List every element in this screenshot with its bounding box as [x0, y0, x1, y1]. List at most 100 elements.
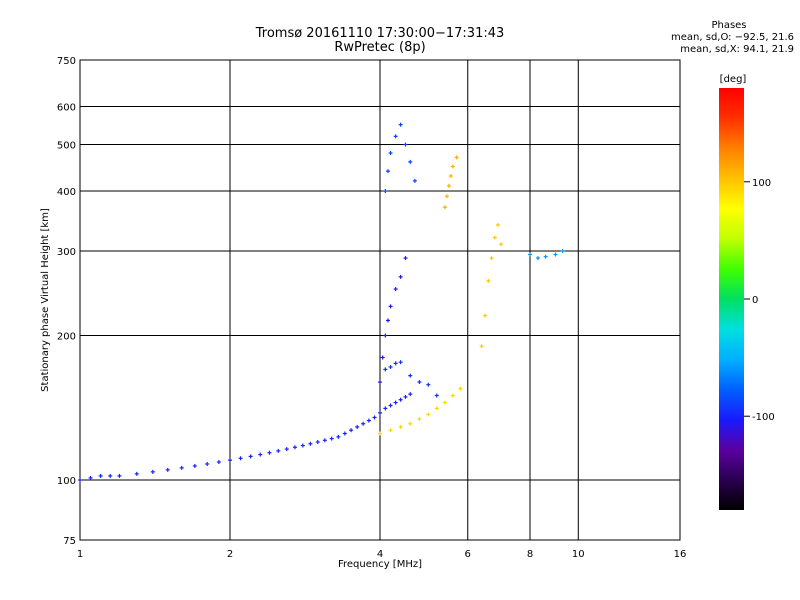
data-point — [495, 222, 500, 227]
data-point — [403, 256, 408, 261]
data-point — [361, 421, 366, 426]
data-point — [398, 122, 403, 127]
data-point — [238, 456, 243, 461]
x-axis-title: Frequency [MHz] — [338, 559, 422, 570]
data-point — [393, 134, 398, 139]
data-point — [385, 169, 390, 174]
data-point — [383, 189, 388, 194]
data-point — [479, 344, 484, 349]
data-point — [378, 431, 382, 436]
chart-subtitle: RwPretec (8p) — [334, 40, 426, 55]
chart-title: Tromsø 20161110 17:30:00−17:31:43 — [255, 26, 505, 41]
y-tick-label: 400 — [57, 187, 76, 198]
data-point — [388, 364, 393, 369]
data-point — [192, 463, 197, 468]
x-tick-label: 16 — [674, 549, 687, 560]
data-point — [417, 380, 422, 385]
data-point — [228, 458, 232, 463]
data-point — [248, 454, 253, 459]
x-tick-label: 2 — [227, 549, 233, 560]
data-point — [205, 461, 210, 466]
y-tick-label: 750 — [57, 56, 76, 67]
data-point — [434, 406, 439, 411]
data-point — [292, 445, 297, 450]
data-point — [398, 360, 403, 365]
data-point — [276, 448, 281, 453]
y-tick-label: 600 — [57, 103, 76, 114]
data-point — [560, 249, 565, 254]
data-point — [398, 424, 403, 429]
x-tick-label: 4 — [377, 549, 383, 560]
y-tick-label: 300 — [57, 247, 76, 258]
data-point — [393, 361, 398, 366]
colorbar-tick-label: -100 — [752, 412, 775, 423]
data-point — [388, 403, 393, 408]
data-point — [444, 194, 449, 199]
data-point — [489, 256, 494, 261]
data-point — [380, 355, 385, 360]
colorbar-tick-label: 100 — [752, 178, 771, 189]
y-axis-title: Stationary phase Virtual Height [km] — [40, 208, 51, 392]
x-tick-label: 6 — [465, 549, 471, 560]
data-point — [329, 436, 334, 441]
data-point — [355, 424, 360, 429]
phase-stats-o: mean, sd,O: −92.5, 21.6 — [671, 32, 794, 43]
phase-stats-x: mean, sd,X: 94.1, 21.9 — [680, 44, 794, 55]
data-point — [388, 304, 393, 309]
data-point — [383, 333, 388, 338]
data-point — [446, 183, 451, 188]
data-point — [528, 252, 532, 257]
data-point — [553, 252, 558, 257]
phase-stats: Phases mean, sd,O: −92.5, 21.6 mean, sd,… — [604, 20, 794, 56]
data-point — [165, 467, 170, 472]
data-point — [267, 450, 272, 455]
data-point — [378, 410, 382, 415]
data-point — [426, 382, 431, 387]
axis-ticks: 1 2 4 6 8 10 16 75 100 200 300 400 500 600 750 — [57, 56, 686, 560]
data-point — [483, 313, 488, 318]
data-point — [434, 393, 439, 398]
data-point — [385, 318, 390, 323]
y-tick-label: 75 — [63, 536, 76, 547]
data-point — [393, 287, 398, 292]
data-point — [408, 421, 413, 426]
data-point — [88, 475, 93, 480]
data-point — [366, 418, 371, 423]
data-point — [403, 394, 408, 399]
data-point — [349, 428, 354, 433]
data-point — [450, 164, 455, 169]
data-point — [408, 373, 413, 378]
data-point — [450, 393, 455, 398]
x-tick-label: 1 — [77, 549, 83, 560]
data-point — [78, 478, 82, 483]
data-point — [448, 173, 453, 178]
data-point — [492, 235, 497, 240]
data-point — [117, 473, 122, 478]
data-point — [543, 254, 548, 259]
colorbar — [719, 88, 744, 510]
data-point — [300, 443, 305, 448]
colorbar-label: [deg] — [720, 74, 747, 85]
data-point — [108, 473, 113, 478]
data-point — [315, 440, 320, 445]
data-point — [284, 447, 289, 452]
y-tick-label: 100 — [57, 476, 76, 487]
data-point — [388, 428, 393, 433]
colorbar-ticks: 100 0 -100 — [744, 178, 775, 423]
data-point — [417, 417, 422, 422]
data-point — [442, 400, 447, 405]
data-point — [336, 434, 341, 439]
data-point — [98, 473, 103, 478]
colorbar-tick-label: 0 — [752, 295, 758, 306]
data-point — [383, 406, 388, 411]
data-point — [535, 256, 540, 261]
x-tick-label: 8 — [527, 549, 533, 560]
data-point — [408, 159, 413, 164]
data-point — [442, 205, 447, 210]
data-point — [412, 178, 417, 183]
data-point — [179, 465, 184, 470]
data-point — [398, 397, 403, 402]
data-point — [403, 142, 408, 147]
y-tick-label: 200 — [57, 332, 76, 343]
